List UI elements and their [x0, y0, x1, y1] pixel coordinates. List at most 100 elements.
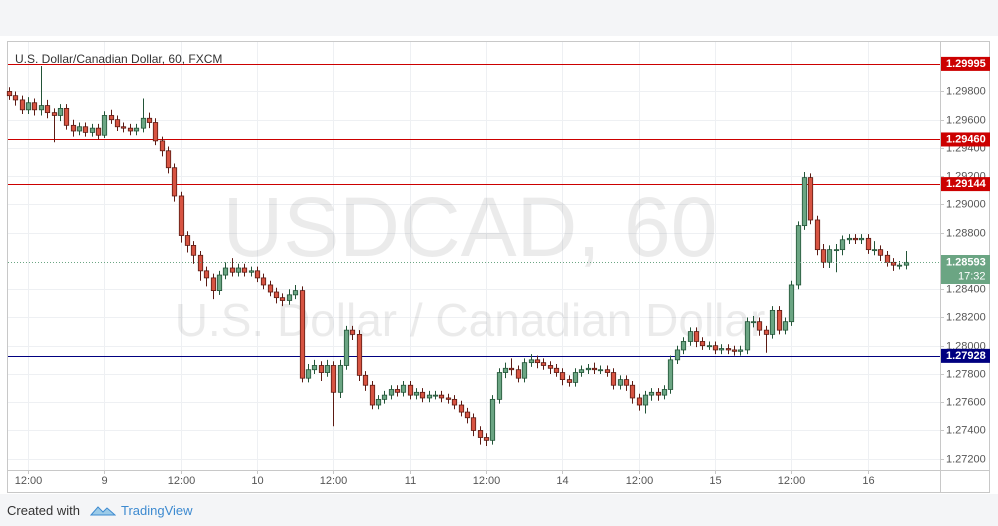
candle-body — [489, 398, 496, 441]
candle-body — [540, 362, 547, 366]
candle-body — [687, 331, 694, 342]
candle-body — [572, 372, 579, 383]
y-tick-label: 1.29600 — [946, 114, 986, 126]
y-tick-label: 1.29000 — [946, 198, 986, 210]
candle-body — [648, 391, 655, 396]
candle-body — [31, 102, 38, 111]
plot — [6, 64, 940, 446]
candle-body — [127, 127, 134, 132]
candle-body — [95, 127, 102, 136]
candle-body — [470, 417, 477, 431]
candle-body — [140, 117, 147, 129]
candle-body — [623, 379, 630, 386]
candle-body — [25, 102, 32, 111]
candle-body — [388, 389, 395, 396]
candle-body — [171, 167, 178, 197]
candle-body — [483, 437, 490, 441]
candle-body — [152, 122, 159, 142]
candle-body — [356, 333, 363, 376]
candle-body — [858, 237, 865, 241]
candle-body — [604, 369, 611, 373]
level-label: 1.29995 — [946, 58, 986, 70]
candle-body — [693, 331, 700, 342]
candle-body — [547, 365, 554, 369]
candle-body — [184, 235, 191, 246]
candle-body — [877, 249, 884, 256]
candle-body — [699, 341, 706, 347]
level-label: 1.29460 — [946, 133, 986, 145]
candle-body — [216, 274, 223, 292]
candle-body — [318, 365, 325, 373]
candle-body — [451, 398, 458, 406]
y-tick-label: 1.29800 — [946, 85, 986, 97]
candle-body — [438, 394, 445, 399]
candle-body — [801, 177, 808, 227]
candle-body — [667, 359, 674, 390]
candle-body — [458, 404, 465, 413]
candle-body — [725, 348, 732, 351]
candle-body — [165, 150, 172, 169]
x-tick-label: 11 — [405, 475, 416, 487]
candle-body — [178, 195, 185, 236]
candle-body — [680, 341, 687, 351]
candle-body — [769, 309, 776, 335]
candle-body — [591, 367, 598, 371]
y-tick-label: 1.27200 — [946, 453, 986, 465]
candle-body — [324, 365, 331, 373]
candle-body — [807, 177, 814, 221]
tradingview-link[interactable]: TradingView — [86, 503, 193, 518]
candle-body — [871, 249, 878, 252]
candle-body — [559, 372, 566, 380]
candle-body — [210, 277, 217, 292]
x-tick-label: 9 — [101, 475, 107, 487]
chart-frame — [7, 41, 990, 493]
candle-body — [229, 267, 236, 273]
candle-body — [400, 384, 407, 393]
candle-body — [884, 254, 891, 263]
candle-body — [133, 127, 140, 132]
candle-body — [381, 394, 388, 400]
candle-body — [744, 321, 751, 351]
candle-body — [413, 391, 420, 396]
candle-body — [782, 321, 789, 331]
level-label-bg — [941, 132, 990, 147]
candle-body — [330, 365, 337, 393]
candle-body — [286, 294, 293, 301]
candle-body — [426, 394, 433, 399]
candle-body — [597, 369, 604, 372]
candle-body — [445, 397, 452, 400]
candle-body — [70, 124, 77, 132]
candle-body — [337, 365, 344, 393]
y-tick-label: 1.28800 — [946, 227, 986, 239]
candle-body — [63, 107, 70, 126]
level-label: 1.27928 — [946, 350, 986, 362]
candle-body — [394, 389, 401, 393]
candle-body — [241, 267, 248, 273]
candle-body — [6, 91, 13, 97]
candle-body — [731, 349, 738, 352]
candle-body — [706, 345, 713, 348]
candle-body — [120, 126, 127, 129]
candle-body — [756, 321, 763, 331]
candle-body — [763, 329, 770, 335]
y-tick-label: 1.27400 — [946, 424, 986, 436]
x-tick-label: 12:00 — [473, 475, 501, 487]
candle-body — [260, 277, 267, 286]
candle-body — [76, 126, 83, 132]
candle-body — [349, 329, 356, 335]
candle-body — [636, 397, 643, 406]
candle-body — [795, 225, 802, 286]
y-tick-label: 1.27800 — [946, 368, 986, 380]
candle-body — [903, 261, 910, 266]
last-price-time: 17:32 — [958, 270, 986, 282]
footer-prefix: Created with — [7, 502, 80, 518]
candle-body — [566, 379, 573, 383]
candle-body — [197, 254, 204, 272]
candle-body — [585, 367, 592, 371]
x-tick-label: 15 — [709, 475, 721, 487]
candle-body — [343, 329, 350, 366]
candle-body — [852, 237, 859, 241]
tradingview-logo — [89, 506, 116, 516]
candle-body — [502, 367, 509, 373]
candle-body — [369, 384, 376, 406]
